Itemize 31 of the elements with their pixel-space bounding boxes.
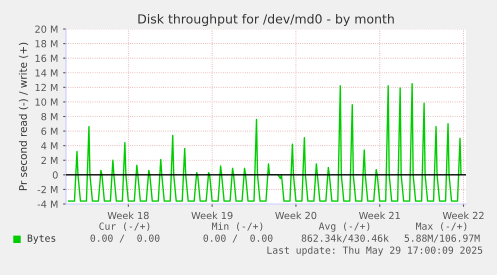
y-tick-label: 8 M bbox=[41, 112, 58, 120]
text: Min (-/+) bbox=[212, 222, 262, 231]
text: 862.34k/430.46k bbox=[302, 234, 389, 243]
chart-title: Disk throughput for /dev/md0 - by month bbox=[138, 14, 394, 26]
y-tick-label: -4 M bbox=[38, 200, 58, 208]
x-tick-label: Week 18 bbox=[108, 212, 149, 220]
x-tick-label: Week 22 bbox=[442, 212, 484, 220]
x-tick-label: Week 19 bbox=[191, 212, 232, 220]
y-axis-title: Pr second read (-) / write (+) bbox=[18, 42, 28, 190]
y-tick-label: 14 M bbox=[36, 69, 58, 76]
y-tick-label: 4 M bbox=[41, 142, 58, 150]
text: 0.00 / 0.00 bbox=[90, 234, 160, 243]
y-tick-label: 6 M bbox=[41, 128, 58, 135]
x-tick-label: Week 21 bbox=[358, 212, 400, 220]
y-tick-label: -2 M bbox=[38, 186, 58, 194]
line-series bbox=[68, 82, 462, 202]
y-tick-label: 18 M bbox=[36, 40, 58, 48]
legend-label: Bytes bbox=[28, 234, 56, 244]
text: Avg (-/+) bbox=[318, 222, 370, 232]
y-tick-label: 10 M bbox=[36, 98, 58, 106]
y-tick-label: 0 bbox=[52, 171, 58, 179]
text: 0.00 / 0.00 bbox=[204, 234, 272, 243]
y-tick-label: 2 M bbox=[41, 156, 58, 164]
text: Last update: Thu May 29 17:00:09 2025 bbox=[267, 246, 482, 256]
y-tick-label: 20 M bbox=[35, 25, 58, 33]
y-tick-label: 16 M bbox=[36, 54, 58, 62]
text: Max (-/+) bbox=[416, 222, 466, 231]
x-tick-label: Week 20 bbox=[275, 212, 316, 220]
text: 5.88M/106.97M bbox=[404, 234, 480, 243]
y-tick-label: 12 M bbox=[36, 84, 58, 92]
text: Cur (-/+) bbox=[99, 222, 150, 231]
